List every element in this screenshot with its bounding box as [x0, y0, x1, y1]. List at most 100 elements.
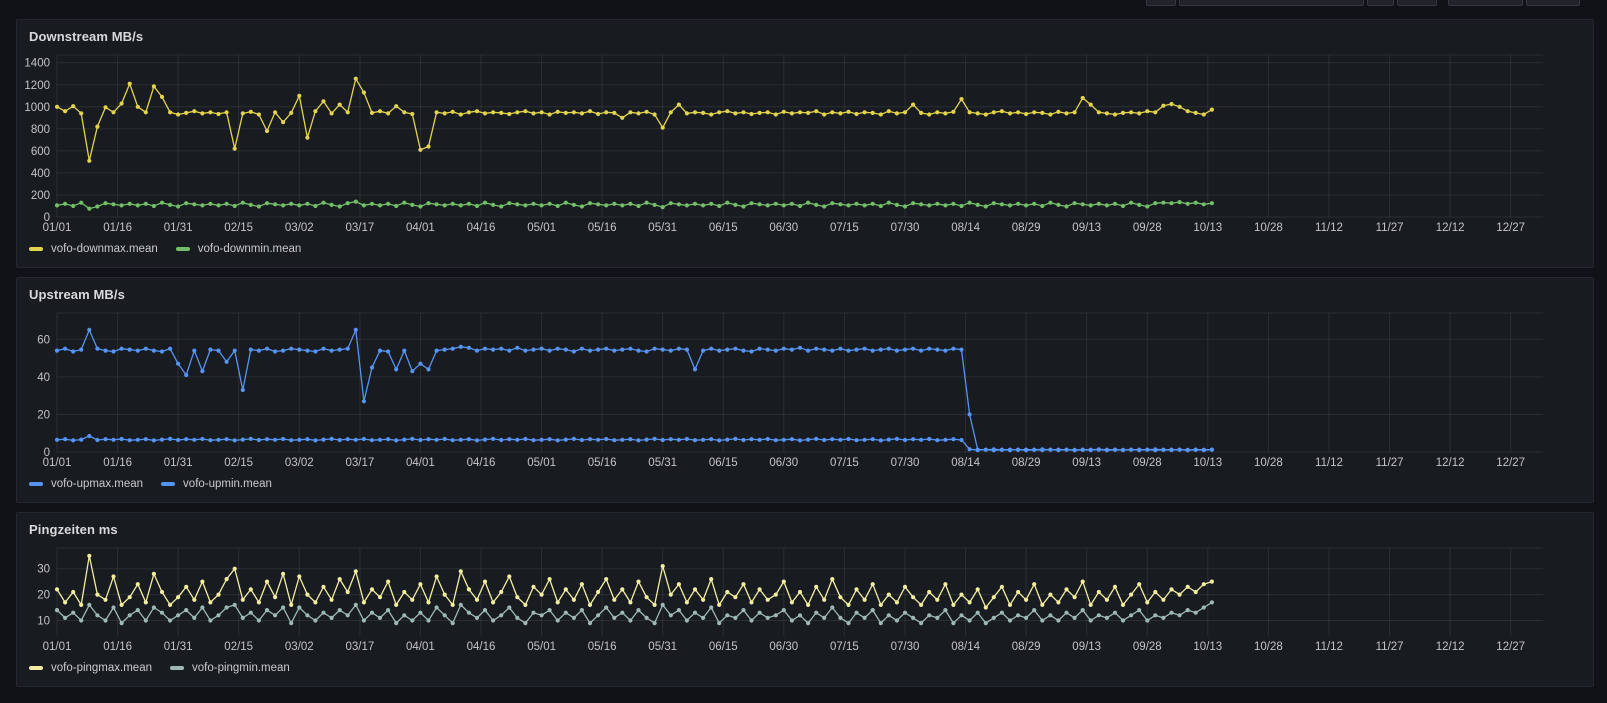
series-0	[54, 553, 1214, 610]
toolbar-button-fragment[interactable]	[1397, 0, 1437, 6]
upstream-chart-canvas[interactable]: 0 20 40 60 01/01 01/16 01/31 02/15 03/02 03/17 04/…	[17, 309, 1593, 472]
series-swatch-pingmax	[29, 666, 43, 670]
svg-text:05/16: 05/16	[588, 641, 617, 653]
svg-text:20: 20	[37, 590, 50, 602]
svg-text:10/28: 10/28	[1254, 641, 1283, 653]
series-0	[54, 327, 1214, 452]
toolbar-button-fragment[interactable]	[1526, 0, 1580, 6]
top-toolbar-fragment	[0, 0, 1607, 6]
svg-text:11/27: 11/27	[1376, 641, 1404, 653]
svg-text:07/15: 07/15	[830, 222, 859, 234]
svg-text:01/31: 01/31	[164, 457, 193, 469]
toolbar-button-fragment[interactable]	[1146, 0, 1176, 6]
svg-text:06/30: 06/30	[769, 222, 798, 234]
series-1	[54, 199, 1214, 211]
legend-item-upmin[interactable]: vofo-upmin.mean	[161, 478, 272, 490]
svg-text:20: 20	[37, 409, 50, 421]
legend-item-downmin[interactable]: vofo-downmin.mean	[175, 243, 301, 255]
legend-label-pingmin: vofo-pingmin.mean	[192, 662, 290, 674]
series-1	[54, 600, 1214, 626]
svg-text:10/13: 10/13	[1193, 641, 1222, 653]
svg-text:08/14: 08/14	[951, 222, 980, 234]
svg-text:05/01: 05/01	[527, 222, 556, 234]
svg-text:04/16: 04/16	[467, 457, 496, 469]
svg-text:400: 400	[31, 168, 50, 180]
svg-text:12/27: 12/27	[1496, 457, 1525, 469]
pingzeiten-chart-canvas[interactable]: 10 20 30 01/01 01/16 01/31 02/15 03/02 03/17 04/0…	[17, 544, 1593, 656]
svg-text:40: 40	[37, 372, 50, 384]
svg-text:800: 800	[31, 124, 50, 136]
downstream-chart-canvas[interactable]: 0 200 400 600 800 1000 1200 1400 01/01 01/16 01/31…	[17, 51, 1593, 237]
svg-text:11/12: 11/12	[1315, 641, 1343, 653]
panel-title-downstream[interactable]: Downstream MB/s	[29, 29, 144, 44]
legend-item-upmax[interactable]: vofo-upmax.mean	[29, 478, 143, 490]
series-1	[54, 433, 1214, 453]
svg-text:01/01: 01/01	[43, 641, 72, 653]
svg-text:06/15: 06/15	[709, 641, 738, 653]
legend-label-pingmax: vofo-pingmax.mean	[51, 662, 152, 674]
svg-text:30: 30	[37, 564, 50, 576]
axis-labels: 0 200 400 600 800 1000 1200 1400 01/01 01/16 01/31…	[24, 58, 1525, 234]
svg-text:09/13: 09/13	[1072, 457, 1101, 469]
chart-wrap: 0 20 40 60 01/01 01/16 01/31 02/15 03/02 03/17 04/…	[17, 309, 1593, 472]
svg-text:10/13: 10/13	[1193, 222, 1222, 234]
svg-text:07/30: 07/30	[891, 222, 920, 234]
svg-text:06/15: 06/15	[709, 457, 738, 469]
svg-text:0: 0	[44, 447, 50, 459]
svg-text:01/16: 01/16	[103, 457, 132, 469]
svg-text:11/27: 11/27	[1376, 222, 1404, 234]
legend-item-pingmin[interactable]: vofo-pingmin.mean	[170, 662, 290, 674]
svg-text:09/13: 09/13	[1072, 222, 1101, 234]
svg-text:08/29: 08/29	[1012, 222, 1041, 234]
series-swatch-upmax	[29, 482, 43, 486]
svg-text:11/12: 11/12	[1315, 222, 1343, 234]
svg-text:10/28: 10/28	[1254, 222, 1283, 234]
svg-text:600: 600	[31, 146, 50, 158]
series-swatch-downmin	[175, 247, 190, 251]
svg-text:03/17: 03/17	[346, 641, 375, 653]
legend-downstream: vofo-downmax.mean vofo-downmin.mean	[17, 237, 1593, 267]
svg-text:10: 10	[37, 616, 50, 628]
legend-item-pingmax[interactable]: vofo-pingmax.mean	[29, 662, 152, 674]
panel-title-upstream[interactable]: Upstream MB/s	[29, 287, 125, 302]
refresh-button-fragment[interactable]	[1448, 0, 1523, 6]
svg-text:01/01: 01/01	[43, 222, 72, 234]
svg-text:01/16: 01/16	[103, 222, 132, 234]
svg-text:10/28: 10/28	[1254, 457, 1283, 469]
svg-text:02/15: 02/15	[224, 457, 253, 469]
svg-text:0: 0	[44, 212, 50, 224]
legend-pingzeiten: vofo-pingmax.mean vofo-pingmin.mean	[17, 656, 1593, 686]
svg-text:06/15: 06/15	[709, 222, 738, 234]
svg-text:01/31: 01/31	[164, 222, 193, 234]
svg-text:07/15: 07/15	[830, 457, 859, 469]
svg-text:04/16: 04/16	[467, 222, 496, 234]
svg-text:12/12: 12/12	[1436, 641, 1465, 653]
svg-text:05/16: 05/16	[588, 222, 617, 234]
chart-wrap: 0 200 400 600 800 1000 1200 1400 01/01 01/16 01/31…	[17, 51, 1593, 237]
svg-text:03/17: 03/17	[346, 222, 375, 234]
svg-text:02/15: 02/15	[224, 222, 253, 234]
legend-item-downmax[interactable]: vofo-downmax.mean	[29, 243, 158, 255]
grid	[56, 54, 1543, 218]
svg-text:03/02: 03/02	[285, 641, 314, 653]
panel-title-pingzeiten[interactable]: Pingzeiten ms	[29, 522, 118, 537]
svg-text:08/14: 08/14	[951, 641, 980, 653]
svg-text:05/31: 05/31	[648, 222, 677, 234]
svg-text:01/01: 01/01	[43, 457, 72, 469]
svg-text:08/29: 08/29	[1012, 457, 1041, 469]
time-range-picker-fragment[interactable]	[1179, 0, 1364, 6]
svg-text:04/16: 04/16	[467, 641, 496, 653]
svg-text:09/28: 09/28	[1133, 222, 1162, 234]
svg-text:02/15: 02/15	[224, 641, 253, 653]
svg-text:06/30: 06/30	[769, 641, 798, 653]
panel-downstream: Downstream MB/s 0 200 400 600 800 1000 1200 140…	[16, 19, 1594, 268]
svg-text:200: 200	[31, 190, 50, 202]
legend-label-upmin: vofo-upmin.mean	[183, 478, 272, 490]
svg-text:05/01: 05/01	[527, 457, 556, 469]
series-swatch-pingmin	[170, 666, 184, 670]
grid	[56, 547, 1543, 636]
toolbar-button-fragment[interactable]	[1367, 0, 1394, 6]
svg-text:11/12: 11/12	[1315, 457, 1343, 469]
svg-text:08/14: 08/14	[951, 457, 980, 469]
svg-text:1200: 1200	[24, 80, 50, 92]
